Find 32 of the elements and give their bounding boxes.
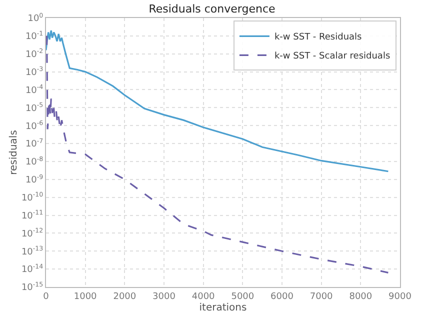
y-axis-title: residuals	[8, 130, 20, 175]
x-tick-label: 5000	[231, 292, 254, 302]
y-tick-label: 10$^{-12}$	[21, 228, 44, 240]
x-tick-label: 9000	[388, 292, 412, 302]
x-tick-label: 2000	[113, 292, 136, 302]
x-tick-label: 7000	[310, 292, 334, 302]
x-tick-label: 1000	[74, 292, 98, 302]
y-tick-label: 10$^{0}$	[28, 12, 44, 24]
x-tick-label: 4000	[192, 292, 216, 302]
y-tick-label: 10$^{-10}$	[21, 192, 44, 204]
legend-label: k-w SST - Scalar residuals	[274, 52, 390, 62]
x-axis-title: iterations	[199, 302, 247, 314]
x-tick-label: 3000	[152, 292, 176, 302]
y-tick-label: 10$^{-1}$	[25, 30, 44, 42]
legend-label: k-w SST - Residuals	[274, 32, 362, 43]
y-tick-label: 10$^{-8}$	[25, 156, 44, 168]
y-tick-label: 10$^{-2}$	[25, 48, 44, 60]
x-tick-label: 0	[43, 292, 50, 302]
chart-title: Residuals convergence	[148, 2, 276, 16]
y-tick-label: 10$^{-13}$	[21, 246, 44, 258]
y-tick-label: 10$^{-9}$	[25, 174, 44, 186]
y-tick-label: 10$^{-7}$	[25, 138, 44, 150]
y-tick-label: 10$^{-11}$	[21, 210, 44, 222]
y-tick-label: 10$^{-14}$	[21, 263, 44, 276]
y-tick-label: 10$^{-15}$	[21, 281, 44, 294]
line-series	[46, 30, 389, 172]
x-tick-label: 6000	[270, 292, 294, 302]
x-tick-label: 8000	[349, 292, 372, 302]
y-tick-label: 10$^{-5}$	[25, 102, 44, 114]
y-tick-label: 10$^{-6}$	[25, 120, 44, 132]
y-tick-label: 10$^{-4}$	[25, 84, 44, 96]
y-tick-label: 10$^{-3}$	[25, 66, 44, 78]
